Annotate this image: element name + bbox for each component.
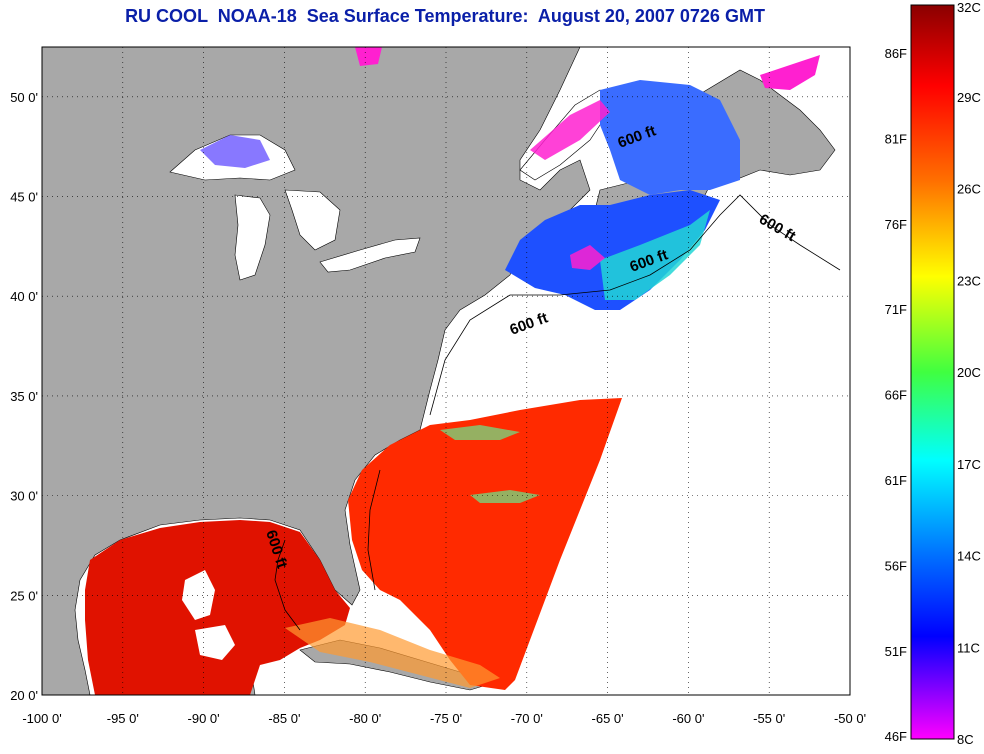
colorbar-celsius-label: 8C — [957, 732, 974, 747]
longitude-tick-label: -50 0' — [834, 711, 866, 726]
600ft-isobath-contour — [367, 469, 381, 591]
sst-colorbar — [910, 4, 955, 740]
map-title: RU COOL NOAA-18 Sea Surface Temperature:… — [125, 6, 765, 26]
colorbar-fahrenheit-label: 66F — [885, 388, 907, 403]
latitude-tick-label: 50 0' — [10, 90, 38, 105]
longitude-tick-label: -90 0' — [188, 711, 220, 726]
colorbar-celsius-label: 32C — [957, 0, 981, 15]
gulf-of-mexico-sst — [85, 520, 350, 695]
colorbar-celsius-label: 14C — [957, 549, 981, 564]
latitude-tick-label: 40 0' — [10, 289, 38, 304]
gulf-of-st-lawrence-sst — [600, 80, 740, 195]
gulf-of-maine-cyan-band — [600, 210, 710, 300]
lake-erie-ontario — [319, 237, 421, 273]
latitude-tick-label: 25 0' — [10, 588, 38, 603]
latitude-tick-label: 35 0' — [10, 389, 38, 404]
gulf-of-maine-cool-sst — [505, 190, 720, 310]
colorbar-fahrenheit-label: 61F — [885, 473, 907, 488]
colorbar-celsius-label: 23C — [957, 273, 981, 288]
colorbar-fahrenheit-label: 46F — [885, 729, 907, 744]
colorbar-fahrenheit-label: 86F — [885, 46, 907, 61]
north-cold-patch — [355, 47, 382, 66]
longitude-tick-label: -100 0' — [22, 711, 61, 726]
cold-upwelling-patch — [570, 245, 605, 270]
lake-michigan — [234, 194, 271, 281]
longitude-tick-label: -80 0' — [349, 711, 381, 726]
longitude-tick-label: -75 0' — [430, 711, 462, 726]
sst-cloud-edge-streak — [470, 490, 540, 503]
gulf-cloud-patch — [195, 625, 235, 660]
labrador-cold-patch — [760, 55, 820, 90]
gulf-cloud-patch — [182, 570, 215, 620]
600ft-isobath-contour — [274, 539, 301, 631]
longitude-tick-label: -65 0' — [592, 711, 624, 726]
colorbar-fahrenheit-label: 56F — [885, 558, 907, 573]
colorbar-fahrenheit-label: 51F — [885, 644, 907, 659]
colorbar-labels: 32C 29C 26C 23C 20C 17C 14C 11C 8C 86F 81F 76F 71F 66… — [885, 0, 981, 747]
colorbar-fahrenheit-label: 76F — [885, 217, 907, 232]
longitude-tick-label: -95 0' — [107, 711, 139, 726]
longitude-tick-label: -60 0' — [672, 711, 704, 726]
latitude-tick-label: 45 0' — [10, 190, 38, 205]
colorbar-celsius-label: 29C — [957, 90, 981, 105]
axis-tick-labels: -100 0' -95 0' -90 0' -85 0' -80 0' -75 0' -70… — [10, 90, 866, 726]
caribbean-sst-band — [285, 618, 500, 688]
lake-superior-cold-patch — [200, 135, 270, 168]
colorbar-fahrenheit-label: 81F — [885, 131, 907, 146]
colorbar-celsius-label: 11C — [957, 640, 980, 655]
latitude-tick-label: 30 0' — [10, 489, 38, 504]
atlantic-warm-sst-swath — [348, 398, 622, 690]
colorbar-celsius-label: 20C — [957, 365, 981, 380]
colorbar-celsius-label: 17C — [957, 457, 981, 472]
sst-cloud-edge-streak — [440, 425, 520, 440]
lake-huron — [284, 189, 341, 251]
colorbar-celsius-label: 26C — [957, 182, 981, 197]
longitude-tick-label: -70 0' — [511, 711, 543, 726]
st-lawrence-cold-patch — [530, 100, 610, 160]
colorbar-fahrenheit-label: 71F — [885, 302, 907, 317]
longitude-tick-label: -85 0' — [268, 711, 300, 726]
map-frame — [41, 46, 851, 696]
latitude-tick-label: 20 0' — [10, 688, 38, 703]
600ft-isobath-contour — [429, 194, 841, 416]
longitude-tick-label: -55 0' — [753, 711, 785, 726]
